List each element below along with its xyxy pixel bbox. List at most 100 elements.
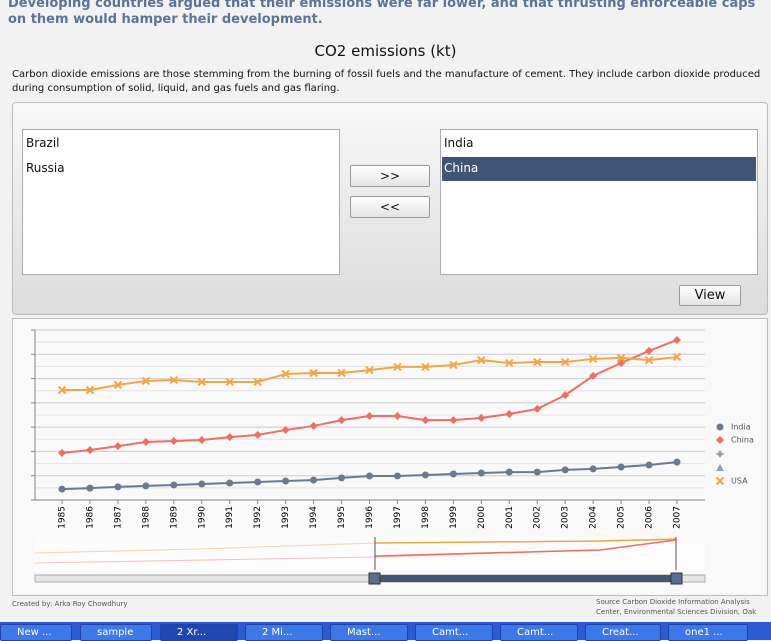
point xyxy=(561,466,569,474)
point xyxy=(617,463,625,471)
point xyxy=(645,346,654,355)
point xyxy=(141,376,151,386)
point xyxy=(588,354,598,364)
point xyxy=(337,416,346,425)
point xyxy=(169,436,178,445)
point xyxy=(254,478,262,486)
overview-line xyxy=(374,539,677,557)
taskbar-button[interactable]: Mast... xyxy=(330,624,408,641)
selection-highlight xyxy=(442,157,756,181)
source: Source Carbon Dioxide Information Analys… xyxy=(596,598,757,616)
overview-bg xyxy=(35,537,705,570)
scroll-range[interactable] xyxy=(375,575,676,582)
available-list: Brazil Russia xyxy=(22,129,340,275)
point xyxy=(226,479,234,487)
point xyxy=(113,380,123,390)
point xyxy=(421,416,430,425)
taskbar-button[interactable]: sample xyxy=(80,624,152,641)
point xyxy=(197,436,206,445)
scroll-handle[interactable] xyxy=(368,572,381,585)
point xyxy=(197,377,206,387)
legend-marker xyxy=(716,464,724,471)
taskbar-button[interactable]: one1 ... xyxy=(668,624,748,641)
point xyxy=(57,385,67,395)
x-tick-label: 2007 xyxy=(673,506,683,529)
list-item[interactable]: Brazil xyxy=(26,136,60,150)
point xyxy=(365,365,374,375)
view-button[interactable]: View xyxy=(679,285,741,306)
point xyxy=(281,369,290,379)
point xyxy=(561,391,570,400)
point xyxy=(449,360,458,370)
x-tick-label: 1988 xyxy=(141,506,151,529)
scroll-handle[interactable] xyxy=(670,572,683,585)
overview-line xyxy=(374,538,677,544)
point xyxy=(141,437,150,446)
point xyxy=(58,448,66,457)
taskbar-button[interactable]: New ... xyxy=(0,624,72,641)
taskbar-button[interactable]: 2 Xr... xyxy=(160,624,238,641)
point xyxy=(673,335,681,344)
point xyxy=(645,461,653,469)
point xyxy=(281,426,290,435)
legend-marker xyxy=(716,436,724,444)
taskbar-button[interactable]: Creat... xyxy=(585,624,661,641)
legend: India China USA xyxy=(715,423,754,486)
point xyxy=(170,481,178,489)
point xyxy=(672,352,682,362)
point xyxy=(253,377,262,387)
x-tick-label: 2001 xyxy=(505,506,515,529)
point xyxy=(142,482,150,490)
list-item[interactable]: India xyxy=(444,136,474,150)
description: Carbon dioxide emissions are those stemm… xyxy=(12,69,761,94)
taskbar-button[interactable]: Camt... xyxy=(415,624,493,641)
point xyxy=(309,368,318,378)
point xyxy=(421,362,430,372)
list-item[interactable]: Russia xyxy=(26,161,65,175)
add-button[interactable]: >> xyxy=(350,165,430,187)
point xyxy=(533,404,542,413)
point xyxy=(477,469,485,477)
x-tick-label: 1985 xyxy=(58,506,68,529)
x-tick-label: 1987 xyxy=(113,506,123,529)
point xyxy=(393,411,402,420)
selected-list: India China xyxy=(440,129,758,275)
x-tick-label: 2000 xyxy=(477,506,487,529)
x-tick-label: 2002 xyxy=(533,506,543,529)
point xyxy=(533,357,542,367)
taskbar-button[interactable]: 2 Mi... xyxy=(245,624,323,641)
point xyxy=(253,430,262,439)
point xyxy=(589,371,598,380)
x-tick-label: 1993 xyxy=(281,506,291,529)
point xyxy=(477,413,486,422)
x-tick-label: 1990 xyxy=(197,506,207,529)
point xyxy=(225,433,234,442)
point xyxy=(337,368,346,378)
taskbar: New ... sample 2 Xr... 2 Mi... Mast... Camt..… xyxy=(0,622,771,641)
point xyxy=(225,377,234,387)
x-tick-label: 2006 xyxy=(645,506,655,529)
x-tick-label: 2004 xyxy=(589,506,599,529)
series-line xyxy=(61,339,678,454)
taskbar-button[interactable]: Camt... xyxy=(500,624,578,641)
point xyxy=(477,355,486,365)
credit: Created by: Arka Roy Chowdhury xyxy=(12,600,128,608)
legend-label: China xyxy=(731,436,754,445)
point xyxy=(393,472,401,480)
x-tick-label: 1998 xyxy=(421,506,431,529)
x-tick-label: 1989 xyxy=(169,506,179,529)
point xyxy=(114,483,122,491)
x-tick-label: 1996 xyxy=(365,506,375,529)
point xyxy=(58,485,66,493)
list-item[interactable]: China xyxy=(444,161,479,175)
legend-marker xyxy=(715,450,725,458)
x-tick-label: 1991 xyxy=(225,506,235,529)
point xyxy=(282,477,290,485)
point xyxy=(533,468,541,476)
point xyxy=(560,357,570,367)
point xyxy=(505,410,514,419)
point xyxy=(86,484,94,492)
point xyxy=(505,468,513,476)
remove-button[interactable]: << xyxy=(350,196,430,218)
